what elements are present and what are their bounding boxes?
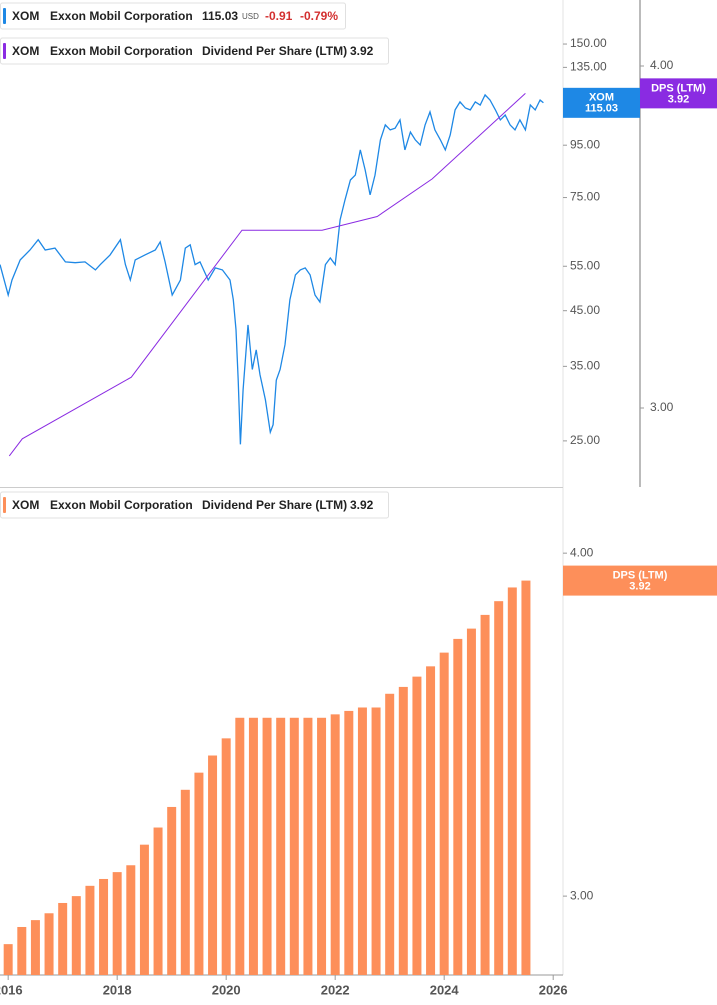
bar — [235, 717, 245, 975]
bar — [126, 865, 136, 975]
flag-label: DPS (LTM) — [613, 570, 668, 582]
legend-box — [0, 2, 346, 30]
y-tick-label: 25.00 — [570, 433, 600, 447]
bar — [398, 686, 408, 975]
legend-text: XOM — [12, 9, 39, 23]
bar — [385, 693, 395, 975]
bar — [344, 710, 354, 975]
bar — [439, 652, 449, 975]
series-line — [8, 93, 526, 457]
bar — [276, 717, 286, 975]
legend-text: Dividend Per Share (LTM) — [202, 44, 347, 58]
y-tick-label: 35.00 — [570, 359, 600, 373]
y-tick-label: 45.00 — [570, 303, 600, 317]
x-tick-label: 2020 — [212, 982, 241, 997]
y-tick-label: 95.00 — [570, 137, 600, 151]
y-tick-label: 55.00 — [570, 258, 600, 272]
bar — [357, 707, 367, 975]
y-tick-label: 3.00 — [650, 400, 674, 414]
price-flag — [640, 78, 717, 109]
bar — [317, 717, 327, 975]
legend-text: -0.79% — [300, 9, 338, 23]
bar — [112, 872, 122, 975]
bar — [371, 707, 381, 975]
legend-marker — [3, 497, 6, 513]
bar — [44, 913, 54, 975]
legend-text: 3.92 — [350, 498, 374, 512]
legend-text: -0.91 — [265, 9, 293, 23]
legend-row: XOM Exxon Mobil Corporation Dividend Per S… — [0, 37, 389, 65]
legend-text: Exxon Mobil Corporation — [50, 44, 193, 58]
y-tick-label: 3.00 — [570, 888, 594, 902]
bar — [494, 601, 504, 975]
flag-value: 115.03 — [585, 103, 618, 115]
bar — [180, 789, 190, 975]
y-tick-label: 4.00 — [650, 58, 674, 72]
price-flag — [563, 565, 717, 596]
legend-row: XOM Exxon Mobil Corporation Dividend Per S… — [0, 491, 389, 519]
legend-text: USD — [242, 12, 259, 21]
x-tick-label: 2022 — [321, 982, 350, 997]
series-line — [0, 93, 544, 445]
bar — [480, 614, 490, 975]
legend-row: XOM Exxon Mobil Corporation 115.03 USD -0.91… — [0, 2, 346, 30]
bar — [167, 806, 177, 975]
bar — [208, 755, 218, 975]
x-tick-label: 2024 — [430, 982, 460, 997]
y-tick-label: 135.00 — [570, 60, 607, 74]
bar — [85, 885, 95, 975]
bar — [58, 902, 68, 975]
x-tick-label: 2018 — [103, 982, 132, 997]
legend-box — [0, 491, 389, 519]
legend-text: XOM — [12, 498, 39, 512]
legend-box — [0, 37, 389, 65]
price-flag — [563, 87, 640, 118]
legend-text: XOM — [12, 44, 39, 58]
bar — [289, 717, 299, 975]
bar — [153, 827, 163, 975]
legend-marker — [3, 8, 6, 24]
bar — [453, 638, 463, 975]
bar — [521, 580, 531, 975]
y-tick-label: 4.00 — [570, 545, 594, 559]
legend-text: Exxon Mobil Corporation — [50, 9, 193, 23]
bar — [466, 628, 476, 975]
bar — [17, 926, 27, 975]
bar — [139, 844, 149, 975]
bar — [221, 738, 231, 975]
legend-marker — [3, 43, 6, 59]
bar — [330, 714, 340, 975]
bar — [262, 717, 272, 975]
flag-value: 3.92 — [668, 93, 689, 105]
bar — [194, 772, 204, 975]
bar — [507, 587, 517, 975]
y-tick-label: 150.00 — [570, 36, 607, 50]
legend-text: Dividend Per Share (LTM) — [202, 498, 347, 512]
bar — [71, 896, 81, 975]
y-tick-label: 75.00 — [570, 190, 600, 204]
bar — [426, 666, 436, 975]
legend-text: Exxon Mobil Corporation — [50, 498, 193, 512]
legend-text: 115.03 — [202, 9, 238, 23]
flag-label: DPS (LTM) — [651, 82, 706, 94]
bar — [303, 717, 313, 975]
x-tick-label: 2016 — [0, 982, 23, 997]
bar — [30, 920, 40, 975]
legend-text: 3.92 — [350, 44, 374, 58]
bar — [3, 944, 13, 975]
bar — [248, 717, 258, 975]
flag-value: 3.92 — [629, 581, 650, 593]
flag-label: XOM — [589, 92, 614, 104]
x-tick-label: 2026 — [539, 982, 568, 997]
bar — [412, 676, 422, 975]
bar — [99, 878, 109, 975]
